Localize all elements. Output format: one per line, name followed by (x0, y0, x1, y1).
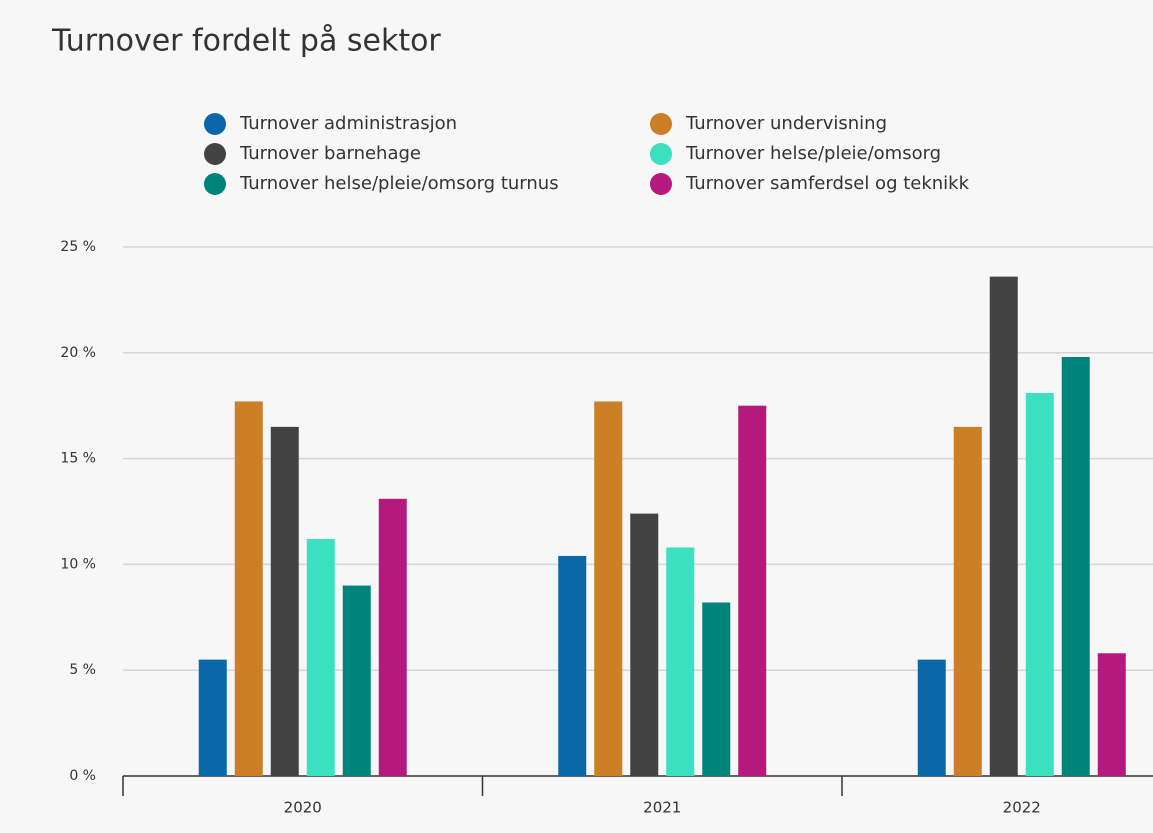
x-tick-label: 2021 (643, 799, 681, 817)
legend-swatch (650, 113, 672, 135)
y-tick-label: 10 % (60, 556, 96, 572)
x-tick-label: 2022 (1003, 799, 1041, 817)
legend-label: Turnover samferdsel og teknikk (685, 173, 970, 194)
bar (1097, 653, 1126, 776)
bar (1061, 357, 1090, 776)
legend-swatch (204, 173, 226, 195)
legend-swatch (204, 143, 226, 165)
y-tick-label: 15 % (60, 451, 96, 467)
x-tick-label: 2020 (284, 799, 322, 817)
y-tick-label: 25 % (60, 239, 96, 255)
legend-swatch (650, 143, 672, 165)
bar (738, 405, 767, 776)
bar (1025, 393, 1054, 776)
legend-swatch (650, 173, 672, 195)
legend-label: Turnover helse/pleie/omsorg turnus (239, 173, 559, 194)
legend-label: Turnover undervisning (685, 113, 887, 134)
legend-label: Turnover administrasjon (239, 113, 457, 134)
bar (917, 659, 946, 776)
bar (594, 401, 623, 776)
y-tick-label: 20 % (60, 345, 96, 361)
bar (270, 426, 299, 776)
bar (702, 602, 731, 776)
bar (630, 513, 659, 776)
legend-label: Turnover barnehage (239, 143, 421, 164)
bar (989, 276, 1018, 776)
y-tick-label: 0 % (69, 768, 96, 784)
bar (306, 539, 335, 776)
bar (953, 426, 982, 776)
bar (198, 659, 227, 776)
bar (234, 401, 263, 776)
legend-swatch (204, 113, 226, 135)
chart-title: Turnover fordelt på sektor (51, 24, 441, 59)
legend-label: Turnover helse/pleie/omsorg (685, 143, 941, 164)
bar (342, 585, 371, 776)
y-tick-label: 5 % (69, 662, 96, 678)
bar (666, 547, 695, 776)
bar (378, 498, 407, 776)
bar (558, 555, 587, 776)
